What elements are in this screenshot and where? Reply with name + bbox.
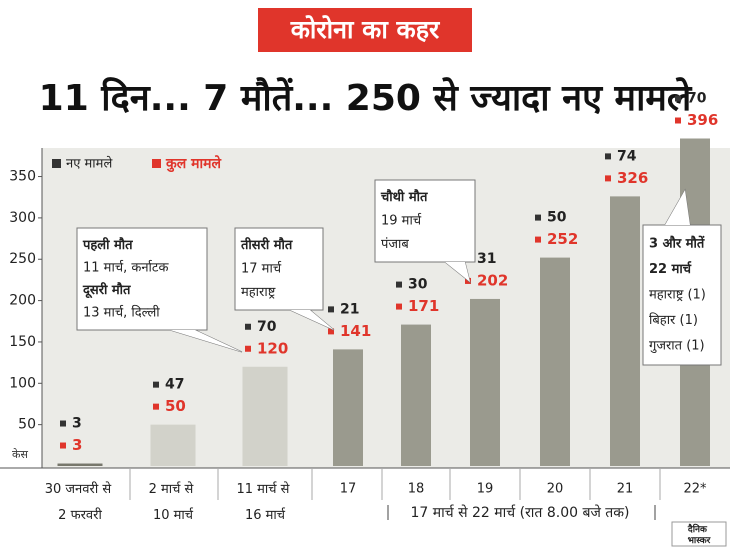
callout-text: पंजाब [381,237,409,252]
title-box [258,8,472,52]
value-swatch [245,345,251,352]
y-tick-label: 50 [18,417,36,433]
callout-text: दूसरी मौत [82,282,131,299]
callout-text: 3 और मौतें [649,235,705,251]
value-swatch [396,303,402,310]
callout-text: 13 मार्च, दिल्ली [83,304,160,320]
x-tick-label: 30 जनवरी से 2 फरवरी [45,481,116,523]
bar [610,196,640,466]
x-tick-label: 20 [547,482,564,497]
callout-text: महाराष्ट्र (1) [649,288,706,303]
value-label: 326 [617,169,648,187]
x-tick-label: 2 मार्च से 10 मार्च [149,481,198,523]
callout-text: 22 मार्च [649,261,692,277]
bar [150,424,196,466]
value-label: 70 [687,90,707,106]
value-swatch [153,403,159,410]
value-swatch [245,323,251,330]
footer-note: 17 मार्च से 22 मार्च (रात 8.00 बजे तक) [410,504,629,521]
chart-title: कोरोना का कहर [290,15,441,44]
value-swatch [605,175,611,182]
value-swatch [153,381,159,388]
callout-text: 17 मार्च [241,261,282,277]
callout-text: पहली मौत [82,237,133,253]
value-label: 120 [257,339,288,357]
value-swatch [60,420,66,427]
callout: पहली मौत 11 मार्च, कर्नाटक दूसरी मौत 13 मार… [76,227,243,353]
callout-pointer-cover [170,330,242,352]
value-label: 31 [477,251,496,267]
value-label: 252 [547,230,578,248]
value-label: 171 [408,297,439,315]
value-label: 202 [477,271,508,289]
callout-pointer-cover [445,262,470,282]
value-swatch [675,117,681,124]
callout: चौथी मौत 19 मार्च पंजाब [374,179,476,284]
bar [470,298,500,466]
callout-pointer-cover [290,310,334,330]
value-swatch [675,95,681,102]
y-tick-label: 250 [9,251,36,267]
legend-label: कुल मामले [165,155,221,173]
callout-text: चौथी मौत [380,189,428,205]
callout-text: महाराष्ट्र [241,285,276,300]
callout-box [374,179,476,263]
x-tick-label: 21 [617,482,634,497]
y-tick-label: 100 [9,375,36,391]
bar [401,324,431,466]
y-tick-label: 200 [9,293,36,309]
value-label: 30 [408,277,428,293]
callout-box [642,224,722,366]
value-swatch [60,442,66,449]
value-label: 50 [165,397,186,415]
callout-box [76,227,208,331]
bar [333,349,363,466]
headline: 11 दिन... 7 मौतें... 250 से ज्यादा नए मा… [39,77,693,119]
value-label: 70 [257,319,277,335]
value-label: 141 [340,322,371,340]
value-swatch [535,236,541,243]
legend-label: नए मामले [66,156,112,172]
y-tick-label: 350 [9,169,36,185]
value-label: 3 [72,416,82,432]
value-label: 396 [687,111,718,129]
x-tick-label: 11 मार्च से 16 मार्च [236,481,293,523]
bar [540,257,570,466]
x-tick-label: 18 [408,482,425,497]
bar [242,366,288,466]
value-swatch [396,281,402,288]
y-tick-label: 150 [9,334,36,350]
value-label: 47 [165,377,184,393]
legend-swatch [152,159,161,168]
callout-text: तीसरी मौत [240,237,293,253]
logo-box [671,521,727,547]
value-swatch [535,214,541,221]
callout: 3 और मौतें 22 मार्च महाराष्ट्र (1) बिहार (1… [642,188,722,366]
x-tick-label: 17 [340,482,357,497]
callout: तीसरी मौत 17 मार्च महाराष्ट्र [234,227,335,331]
callout-box [234,227,324,311]
value-label: 3 [72,436,82,454]
value-swatch [328,328,334,335]
callout-text: 11 मार्च, कर्नाटक [83,259,169,275]
value-swatch [328,306,334,313]
callout-text: 19 मार्च [381,213,422,229]
bar [57,463,103,466]
callout-text: बिहार (1) [649,312,698,328]
y-axis-label: केस [12,448,28,461]
value-label: 50 [547,210,567,226]
x-tick-label: 19 [477,482,494,497]
y-tick-label: 300 [9,210,36,226]
callout-pointer-cover [665,190,690,225]
value-label: 74 [617,148,637,164]
value-label: 21 [340,301,359,317]
value-swatch [605,153,611,160]
callout-text: गुजरात (1) [649,339,705,354]
source-logo: दैनिक भास्कर [687,523,711,546]
legend-swatch [52,159,61,168]
x-tick-label: 22* [683,482,707,497]
